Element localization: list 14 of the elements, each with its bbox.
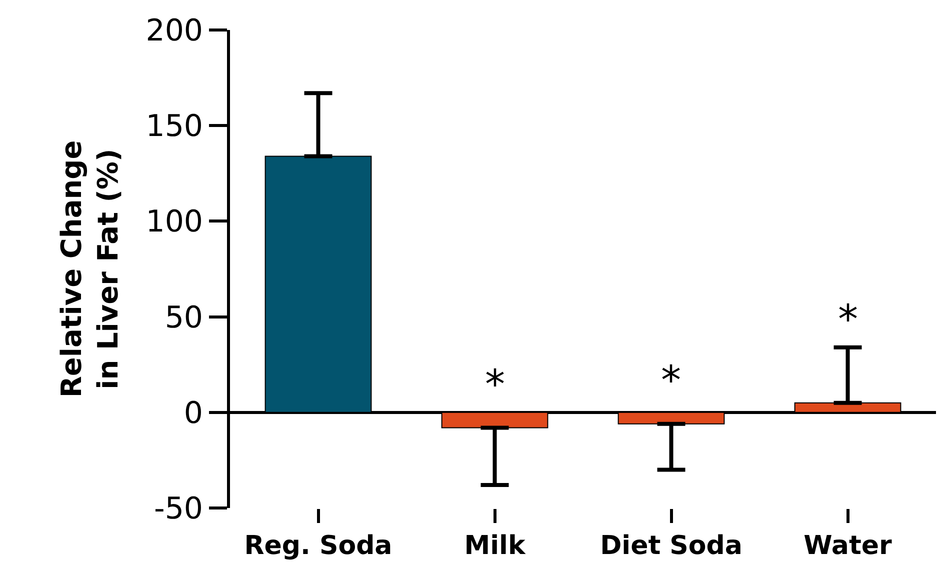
y-tick-label: -50 [154, 492, 203, 526]
y-tick-label: 200 [146, 14, 203, 48]
annotation: * [661, 358, 681, 404]
y-tick-label: 50 [164, 300, 203, 336]
annotation: * [485, 362, 505, 408]
x-tick-label: Water [804, 531, 892, 562]
annotation: * [838, 297, 858, 343]
y-axis-title: Relative Change in Liver Fat (%) [55, 140, 124, 398]
y-tick-label: 150 [146, 109, 203, 144]
x-tick-label: Reg. Soda [244, 531, 392, 562]
y-tick-label: 100 [146, 204, 203, 240]
x-tick-label: Milk [464, 531, 526, 562]
x-tick-label: Diet Soda [600, 531, 742, 562]
y-tick-label: 0 [184, 396, 203, 431]
